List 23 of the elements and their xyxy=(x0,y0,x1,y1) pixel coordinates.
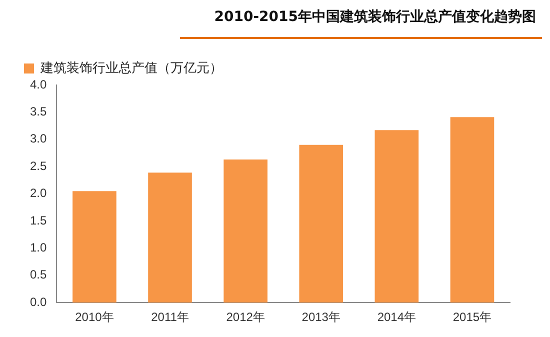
y-tick-label: 3.5 xyxy=(30,104,47,119)
y-tick-label: 0.0 xyxy=(30,294,47,309)
x-tick-label: 2011年 xyxy=(151,310,189,324)
y-tick-label: 4.0 xyxy=(30,77,47,92)
y-tick-label: 2.5 xyxy=(30,158,47,173)
bar xyxy=(72,191,116,303)
y-tick-label: 2.0 xyxy=(30,186,47,200)
legend-label: 建筑装饰行业总产值（万亿元） xyxy=(40,60,222,76)
y-tick-label: 1.0 xyxy=(30,240,47,255)
bar xyxy=(224,160,268,303)
bar xyxy=(450,117,494,303)
bar xyxy=(374,130,419,303)
bar xyxy=(148,172,192,303)
x-tick-label: 2015年 xyxy=(452,310,492,324)
y-tick-label: 3.0 xyxy=(30,132,47,146)
y-tick-label: 0.5 xyxy=(30,268,47,282)
chart-title: 2010-2015年中国建筑装饰行业总产值变化趋势图 xyxy=(214,8,536,26)
x-tick-label: 2013年 xyxy=(302,310,340,324)
x-tick-label: 2014年 xyxy=(377,310,416,324)
y-tick-label: 1.5 xyxy=(30,213,47,228)
x-tick-label: 2012年 xyxy=(226,310,265,324)
bar xyxy=(299,144,344,303)
x-tick-label: 2010年 xyxy=(75,310,114,324)
